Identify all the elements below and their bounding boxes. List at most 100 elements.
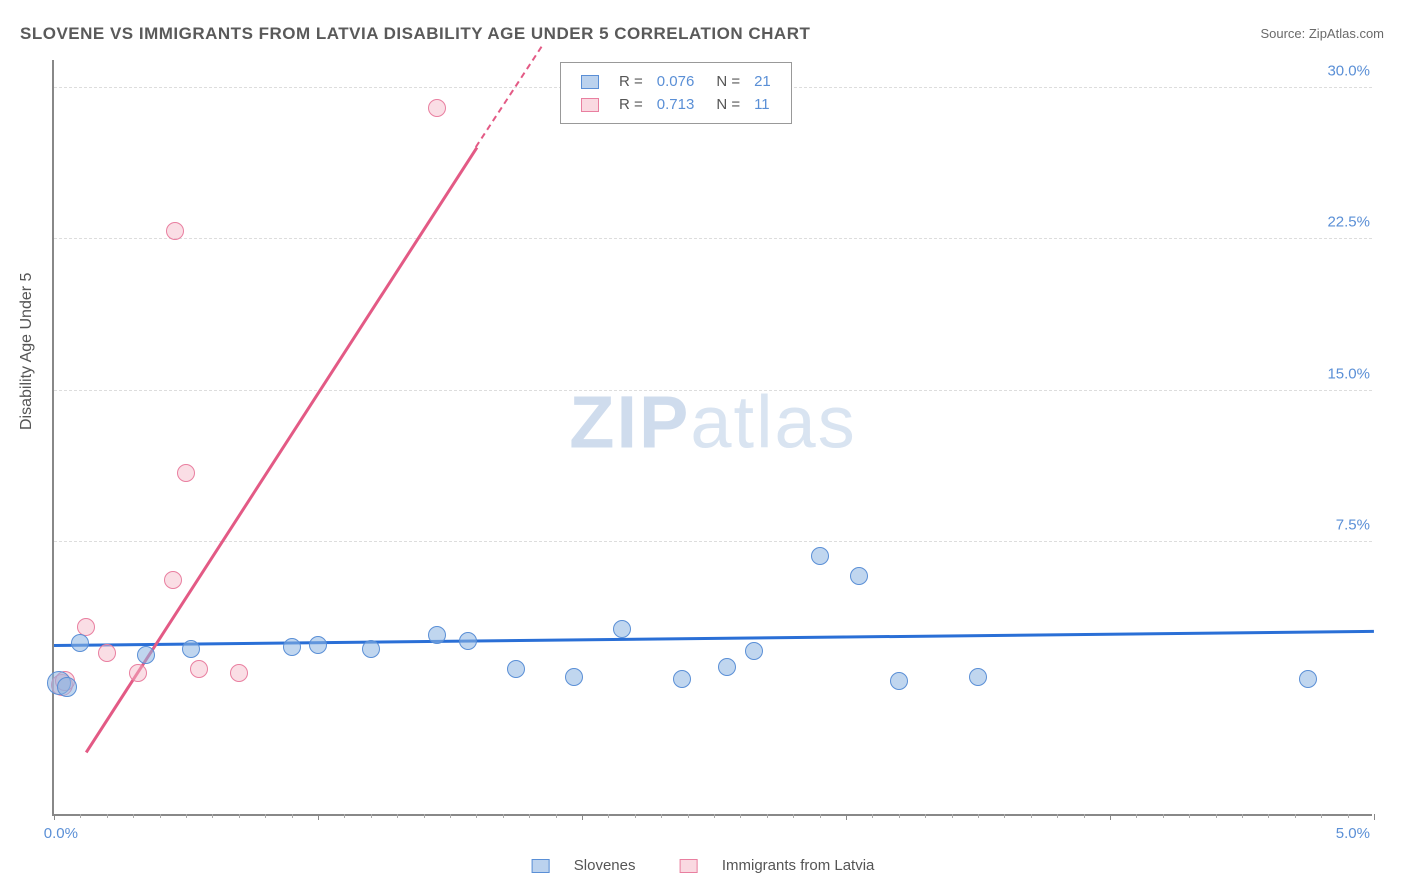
data-point	[673, 670, 691, 688]
legend-row-blue: R = 0.076 N = 21	[575, 71, 777, 92]
data-point	[969, 668, 987, 686]
x-tick-minor	[1057, 814, 1058, 818]
x-tick-minor	[107, 814, 108, 818]
trend-line	[54, 630, 1374, 647]
x-tick-minor	[160, 814, 161, 818]
x-tick-minor	[1321, 814, 1322, 818]
series2-label: Immigrants from Latvia	[722, 857, 875, 874]
data-point	[428, 99, 446, 117]
data-point	[129, 664, 147, 682]
x-tick-minor	[1004, 814, 1005, 818]
r-value-blue: 0.076	[651, 71, 701, 92]
x-tick-minor	[265, 814, 266, 818]
legend-item-slovenes: Slovenes	[522, 857, 650, 874]
x-tick-minor	[872, 814, 873, 818]
x-tick-label: 5.0%	[1336, 825, 1370, 842]
x-tick-minor	[1242, 814, 1243, 818]
x-tick-minor	[529, 814, 530, 818]
x-tick-minor	[1136, 814, 1137, 818]
y-tick-label: 7.5%	[1332, 516, 1374, 533]
data-point	[459, 632, 477, 650]
gridline	[54, 541, 1372, 542]
data-point	[57, 677, 77, 697]
y-tick-label: 15.0%	[1323, 365, 1374, 382]
data-point	[613, 620, 631, 638]
watermark-bold: ZIP	[569, 380, 690, 463]
data-point	[164, 571, 182, 589]
x-tick-major	[318, 814, 319, 820]
x-tick-minor	[740, 814, 741, 818]
watermark-rest: atlas	[690, 380, 856, 463]
r-value-pink: 0.713	[651, 94, 701, 115]
data-point	[283, 638, 301, 656]
data-point	[745, 642, 763, 660]
swatch-blue-icon	[532, 859, 550, 873]
data-point	[1299, 670, 1317, 688]
swatch-pink-icon	[581, 98, 599, 112]
x-tick-minor	[925, 814, 926, 818]
x-tick-minor	[371, 814, 372, 818]
n-value-pink: 11	[748, 94, 777, 115]
x-tick-minor	[1163, 814, 1164, 818]
x-tick-minor	[1348, 814, 1349, 818]
data-point	[718, 658, 736, 676]
x-tick-major	[1374, 814, 1375, 820]
x-tick-minor	[450, 814, 451, 818]
x-tick-minor	[1189, 814, 1190, 818]
data-point	[137, 646, 155, 664]
data-point	[177, 464, 195, 482]
data-point	[890, 672, 908, 690]
series1-label: Slovenes	[574, 857, 636, 874]
x-tick-minor	[978, 814, 979, 818]
x-tick-minor	[239, 814, 240, 818]
source-attribution: Source: ZipAtlas.com	[1260, 26, 1384, 41]
x-tick-minor	[397, 814, 398, 818]
y-tick-label: 22.5%	[1323, 214, 1374, 231]
swatch-pink-icon	[680, 859, 698, 873]
x-tick-minor	[899, 814, 900, 818]
x-tick-major	[54, 814, 55, 820]
x-tick-minor	[292, 814, 293, 818]
x-tick-minor	[635, 814, 636, 818]
x-tick-minor	[608, 814, 609, 818]
x-tick-minor	[1295, 814, 1296, 818]
x-tick-minor	[186, 814, 187, 818]
x-tick-minor	[767, 814, 768, 818]
data-point	[230, 664, 248, 682]
data-point	[850, 567, 868, 585]
x-tick-minor	[80, 814, 81, 818]
x-tick-minor	[503, 814, 504, 818]
plot-area: ZIPatlas 7.5%15.0%22.5%30.0%0.0%5.0%	[52, 60, 1372, 816]
data-point	[182, 640, 200, 658]
x-tick-minor	[476, 814, 477, 818]
swatch-blue-icon	[581, 75, 599, 89]
watermark: ZIPatlas	[569, 379, 856, 464]
gridline	[54, 390, 1372, 391]
data-point	[98, 644, 116, 662]
x-tick-minor	[793, 814, 794, 818]
r-label: R =	[613, 71, 649, 92]
data-point	[166, 222, 184, 240]
data-point	[71, 634, 89, 652]
data-point	[428, 626, 446, 644]
data-point	[190, 660, 208, 678]
trend-line	[475, 46, 543, 148]
x-tick-minor	[952, 814, 953, 818]
n-value-blue: 21	[748, 71, 777, 92]
x-tick-major	[582, 814, 583, 820]
legend-row-pink: R = 0.713 N = 11	[575, 94, 777, 115]
n-label: N =	[702, 94, 746, 115]
x-tick-minor	[344, 814, 345, 818]
x-tick-minor	[133, 814, 134, 818]
legend-series: Slovenes Immigrants from Latvia	[512, 857, 895, 874]
legend-stats: R = 0.076 N = 21 R = 0.713 N = 11	[560, 62, 792, 124]
x-tick-label: 0.0%	[44, 825, 78, 842]
x-tick-major	[846, 814, 847, 820]
x-tick-minor	[1031, 814, 1032, 818]
x-tick-minor	[714, 814, 715, 818]
data-point	[362, 640, 380, 658]
x-tick-minor	[212, 814, 213, 818]
y-tick-label: 30.0%	[1323, 63, 1374, 80]
x-tick-minor	[556, 814, 557, 818]
x-tick-minor	[1084, 814, 1085, 818]
